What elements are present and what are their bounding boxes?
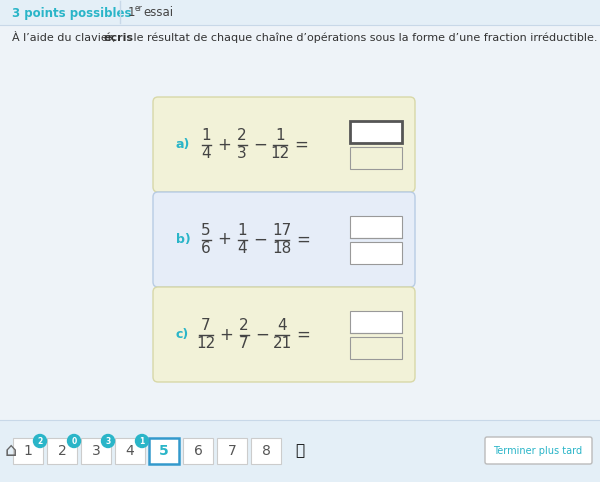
Text: +: + xyxy=(219,325,233,344)
Text: +: + xyxy=(217,230,231,249)
Text: +: + xyxy=(217,135,231,153)
Text: 7: 7 xyxy=(239,336,249,351)
FancyBboxPatch shape xyxy=(153,287,415,382)
Circle shape xyxy=(34,434,47,447)
Text: 21: 21 xyxy=(272,336,292,351)
FancyBboxPatch shape xyxy=(153,97,415,192)
FancyBboxPatch shape xyxy=(183,438,213,464)
FancyBboxPatch shape xyxy=(153,192,415,287)
Text: 1: 1 xyxy=(237,223,247,238)
FancyBboxPatch shape xyxy=(115,438,145,464)
Text: 1: 1 xyxy=(128,5,136,18)
FancyBboxPatch shape xyxy=(350,120,402,143)
Text: 4: 4 xyxy=(237,241,247,256)
FancyBboxPatch shape xyxy=(0,420,600,482)
FancyBboxPatch shape xyxy=(350,215,402,238)
Text: 8: 8 xyxy=(262,444,271,458)
Text: À l’aide du clavier,: À l’aide du clavier, xyxy=(12,32,119,43)
FancyBboxPatch shape xyxy=(350,310,402,333)
Text: 12: 12 xyxy=(196,336,215,351)
FancyBboxPatch shape xyxy=(0,0,600,25)
Text: Terminer plus tard: Terminer plus tard xyxy=(493,446,583,456)
FancyBboxPatch shape xyxy=(47,438,77,464)
FancyBboxPatch shape xyxy=(149,438,179,464)
Text: 6: 6 xyxy=(201,241,211,256)
Text: 5: 5 xyxy=(159,444,169,458)
Text: 18: 18 xyxy=(272,241,292,256)
Text: essai: essai xyxy=(143,5,173,18)
Text: 3: 3 xyxy=(237,146,247,161)
Text: er: er xyxy=(134,4,142,13)
Text: −: − xyxy=(253,135,267,153)
Text: 7: 7 xyxy=(201,318,211,333)
Text: 4: 4 xyxy=(125,444,134,458)
Text: 1: 1 xyxy=(201,128,211,143)
Text: −: − xyxy=(253,230,267,249)
Circle shape xyxy=(136,434,149,447)
FancyBboxPatch shape xyxy=(217,438,247,464)
Text: b): b) xyxy=(176,233,191,246)
Text: 1: 1 xyxy=(23,444,32,458)
Text: 2: 2 xyxy=(37,437,43,445)
Text: 7: 7 xyxy=(227,444,236,458)
Text: 5: 5 xyxy=(201,223,211,238)
Text: =: = xyxy=(296,230,310,249)
Text: 12: 12 xyxy=(271,146,290,161)
Text: 4: 4 xyxy=(201,146,211,161)
Text: a): a) xyxy=(176,138,190,151)
Text: 0: 0 xyxy=(71,437,77,445)
Text: le résultat de chaque chaîne d’opérations sous la forme d’une fraction irréducti: le résultat de chaque chaîne d’opération… xyxy=(130,33,598,43)
FancyBboxPatch shape xyxy=(251,438,281,464)
Text: 4: 4 xyxy=(277,318,287,333)
FancyBboxPatch shape xyxy=(350,147,402,169)
Text: 3: 3 xyxy=(92,444,100,458)
FancyBboxPatch shape xyxy=(485,437,592,464)
FancyBboxPatch shape xyxy=(350,241,402,264)
Text: 6: 6 xyxy=(194,444,202,458)
Text: 2: 2 xyxy=(237,128,247,143)
Text: −: − xyxy=(255,325,269,344)
FancyBboxPatch shape xyxy=(13,438,43,464)
Circle shape xyxy=(67,434,80,447)
Text: 17: 17 xyxy=(272,223,292,238)
Text: 2: 2 xyxy=(58,444,67,458)
Text: ⌂: ⌂ xyxy=(5,442,17,460)
FancyBboxPatch shape xyxy=(81,438,111,464)
Text: 🏆: 🏆 xyxy=(295,443,305,458)
FancyBboxPatch shape xyxy=(350,336,402,359)
Text: 3: 3 xyxy=(106,437,110,445)
Text: 1: 1 xyxy=(139,437,145,445)
Text: c): c) xyxy=(176,328,189,341)
Text: 2: 2 xyxy=(239,318,249,333)
Circle shape xyxy=(101,434,115,447)
Text: 1: 1 xyxy=(275,128,285,143)
Text: écris: écris xyxy=(104,33,134,43)
Text: =: = xyxy=(294,135,308,153)
Text: =: = xyxy=(296,325,310,344)
Text: 3 points possibles: 3 points possibles xyxy=(12,6,131,19)
